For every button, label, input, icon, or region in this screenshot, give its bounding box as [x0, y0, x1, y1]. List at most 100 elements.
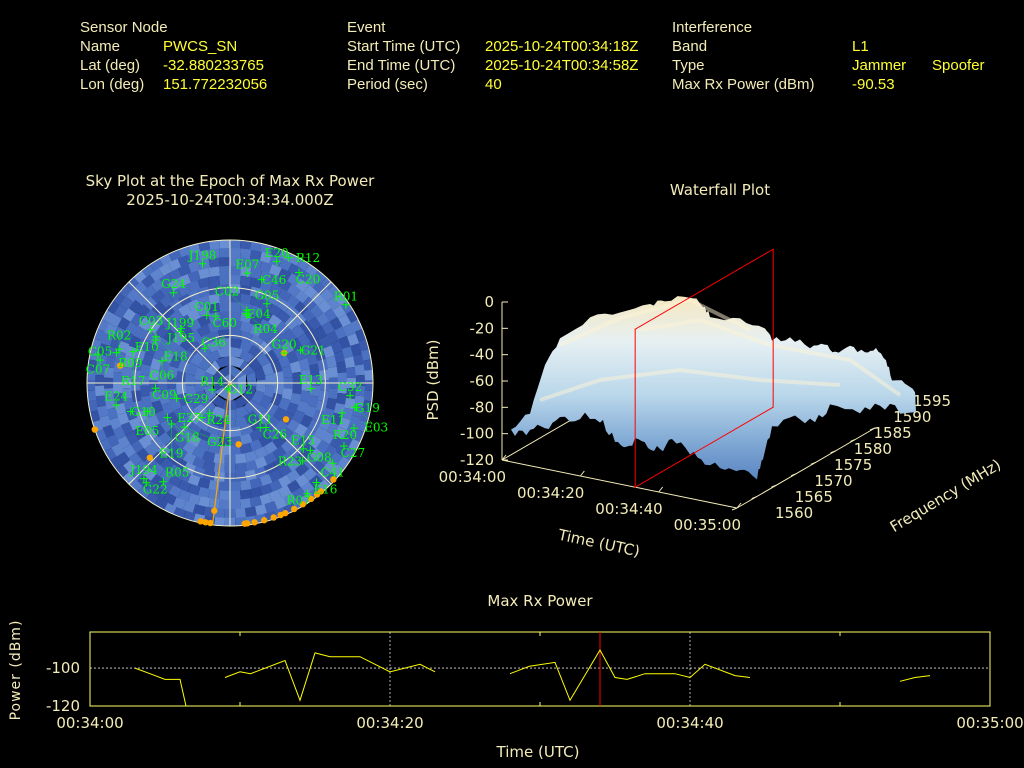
- sky-cell: [169, 309, 184, 324]
- sky-cell: [337, 372, 348, 383]
- sky-cell: [239, 257, 252, 268]
- sky-cell: [294, 423, 309, 438]
- satellite-marker: [298, 456, 307, 465]
- sky-cell: [187, 329, 202, 344]
- satellite-marker: [172, 394, 181, 403]
- interference-point: [307, 495, 315, 503]
- sky-cell: [314, 426, 328, 441]
- sky-cell: [192, 456, 206, 470]
- sky-cell: [269, 254, 283, 267]
- sky-cell: [314, 325, 328, 340]
- power-series-segment: [134, 667, 187, 707]
- sky-cell: [194, 390, 209, 405]
- sky-cell: [239, 284, 252, 296]
- sky-cell: [259, 308, 274, 322]
- start-time-label: Start Time (UTC): [347, 38, 461, 55]
- interference-point: [313, 491, 321, 498]
- satellite-label: C36: [201, 335, 225, 349]
- sky-cell: [157, 371, 168, 383]
- satellite-marker: [177, 324, 186, 333]
- type-spoofer: Spoofer: [932, 57, 985, 74]
- sky-cell: [244, 410, 259, 425]
- sky-cell: [94, 385, 105, 397]
- sky-cell: [249, 477, 263, 490]
- sky-cell: [219, 256, 230, 267]
- satellite-marker: [242, 306, 251, 315]
- psd-ridge: [539, 367, 841, 402]
- sky-cell: [239, 442, 253, 455]
- sky-cell: [108, 313, 122, 328]
- satellite-marker: [299, 444, 308, 453]
- sky-cell: [240, 293, 253, 305]
- satellite-label: G22: [143, 483, 168, 497]
- satellite-marker: [96, 356, 105, 365]
- satellite-label: G20: [272, 338, 297, 352]
- sky-cell: [230, 256, 241, 267]
- sky-cell: [208, 257, 221, 268]
- psd-ridge: [639, 317, 902, 397]
- sky-cell: [197, 356, 212, 371]
- sky-cell: [197, 267, 211, 280]
- sky-cell: [103, 366, 114, 378]
- sky-cell: [161, 316, 176, 331]
- frequency-axis: [736, 427, 876, 509]
- sky-cell: [128, 479, 143, 494]
- sky-cell: [334, 291, 349, 306]
- sky-cell: [321, 321, 336, 335]
- sky-cell: [157, 383, 168, 395]
- sky-cell: [158, 360, 171, 374]
- sky-cell: [187, 493, 201, 506]
- satellite-label: C03: [139, 314, 163, 328]
- sky-cell: [235, 462, 247, 474]
- sky-cell: [187, 260, 201, 273]
- sky-cell: [197, 477, 211, 490]
- sky-cell: [180, 349, 195, 364]
- satellite-label: E24: [104, 390, 128, 404]
- sky-cell: [344, 397, 356, 410]
- max-power-label: Max Rx Power (dBm): [672, 76, 815, 93]
- sky-cell: [116, 451, 131, 466]
- sky-cell: [230, 247, 241, 258]
- sky-cell: [295, 289, 310, 304]
- sky-cell: [159, 293, 174, 308]
- sky-cell: [153, 487, 168, 501]
- sky-cell: [137, 316, 152, 331]
- sky-cell: [292, 371, 303, 383]
- sky-cell: [299, 390, 312, 403]
- sky-cell: [234, 416, 249, 429]
- end-time-label: End Time (UTC): [347, 57, 456, 74]
- interference-point: [251, 519, 258, 526]
- sky-cell: [159, 479, 173, 494]
- sky-cell: [235, 508, 247, 519]
- sky-cell: [268, 303, 283, 317]
- satellite-label: C29: [184, 392, 208, 406]
- sky-cell: [216, 346, 230, 358]
- satellite-label: G05: [254, 288, 279, 302]
- freq-tick: [830, 450, 836, 454]
- sky-mosaic: [87, 240, 373, 526]
- sky-cell: [259, 251, 273, 264]
- sky-cell: [263, 385, 276, 399]
- sky-cell: [130, 390, 142, 403]
- sky-cell: [304, 274, 319, 288]
- sky-cell: [286, 458, 301, 473]
- power-chart-title: Max Rx Power: [487, 592, 593, 610]
- sky-cell: [168, 464, 182, 478]
- sky-cell: [135, 460, 149, 475]
- sky-cell: [200, 399, 216, 414]
- satellite-marker: [223, 384, 232, 393]
- satellite-label: E18: [164, 350, 188, 364]
- sky-cell: [244, 399, 260, 414]
- sky-cell: [320, 276, 335, 291]
- sky-cell: [95, 395, 106, 408]
- sky-cell: [344, 356, 356, 369]
- freq-tick: [731, 507, 738, 511]
- interference-point: [91, 426, 98, 433]
- sky-cell: [121, 388, 133, 400]
- sky-cell: [266, 415, 281, 430]
- sky-cell: [130, 312, 144, 327]
- sky-cell: [180, 402, 195, 417]
- sky-cell: [137, 435, 152, 450]
- satellite-label: G12: [228, 383, 253, 397]
